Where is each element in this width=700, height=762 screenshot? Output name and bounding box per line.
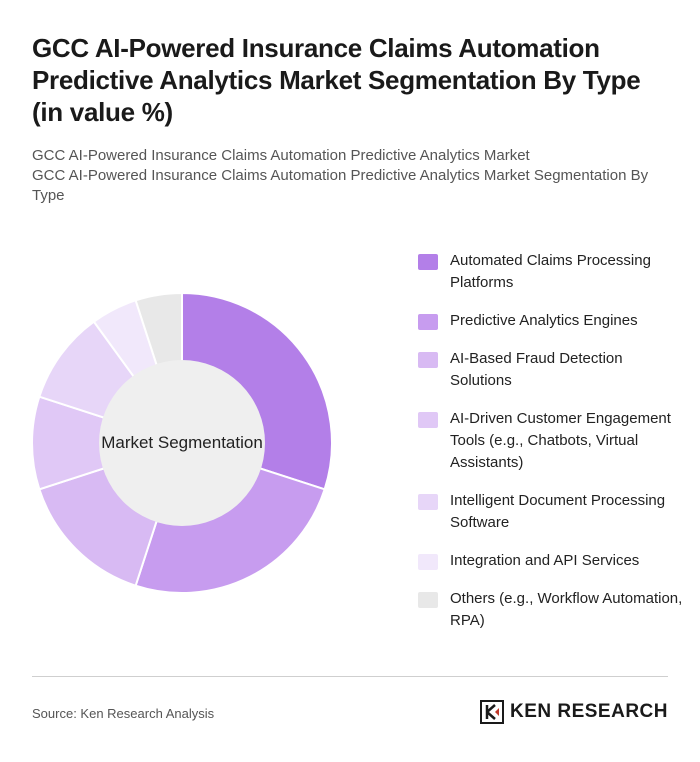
subtitle-line-1: GCC AI-Powered Insurance Claims Automati… (32, 147, 530, 164)
legend-item: AI-Based Fraud Detection Solutions (418, 348, 688, 392)
legend-item: AI-Driven Customer Engagement Tools (e.g… (418, 408, 688, 474)
legend-swatch (418, 254, 438, 270)
donut-hole (99, 360, 265, 526)
legend-swatch (418, 314, 438, 330)
legend-label: Predictive Analytics Engines (450, 312, 638, 329)
legend-label: Intelligent Document Processing Software (450, 492, 666, 531)
brand-logo: KEN RESEARCH (479, 700, 668, 724)
legend-label: Others (e.g., Workflow Automation, RPA) (450, 590, 683, 629)
legend-label: Integration and API Services (450, 552, 640, 569)
legend-swatch (418, 554, 438, 570)
page-title: GCC AI-Powered Insurance Claims Automati… (32, 33, 641, 127)
footer-divider (32, 676, 668, 677)
ken-research-logo-icon (479, 700, 504, 724)
chart-legend: Automated Claims Processing Platforms Pre… (418, 250, 688, 648)
legend-item: Predictive Analytics Engines (418, 310, 688, 332)
chart-subtitle: GCC AI-Powered Insurance Claims Automati… (32, 146, 672, 206)
legend-label: Automated Claims Processing Platforms (450, 252, 651, 291)
legend-swatch (418, 412, 438, 428)
legend-label: AI-Driven Customer Engagement Tools (e.g… (450, 410, 671, 471)
legend-item: Others (e.g., Workflow Automation, RPA) (418, 588, 688, 632)
brand-name: KEN RESEARCH (509, 701, 668, 722)
legend-swatch (418, 352, 438, 368)
donut-chart: Market Segmentation (32, 293, 332, 593)
subtitle-line-2: GCC AI-Powered Insurance Claims Automati… (32, 167, 649, 204)
legend-item: Intelligent Document Processing Software (418, 490, 688, 534)
source-note: Source: Ken Research Analysis (32, 706, 215, 721)
legend-item: Automated Claims Processing Platforms (418, 250, 688, 294)
legend-swatch (418, 592, 438, 608)
legend-item: Integration and API Services (418, 550, 688, 572)
legend-label: AI-Based Fraud Detection Solutions (450, 350, 623, 389)
donut-center-label: Market Segmentation (101, 433, 263, 452)
legend-swatch (418, 494, 438, 510)
